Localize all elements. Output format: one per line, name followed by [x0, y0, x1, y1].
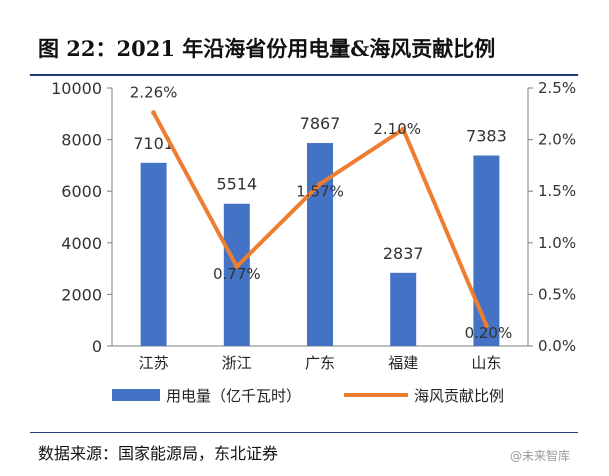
- y-left-tick-label: 2000: [61, 285, 102, 304]
- y-left-tick-label: 0: [92, 337, 102, 356]
- line-data-label: 0.77%: [213, 265, 261, 283]
- x-tick-label: 广东: [305, 354, 335, 372]
- x-tick-label: 福建: [388, 354, 418, 372]
- source-rule: [30, 432, 578, 433]
- y-left-tick-label: 8000: [61, 131, 102, 150]
- line-data-label: 1.57%: [296, 182, 344, 200]
- legend-label-line: 海风贡献比例: [414, 387, 504, 405]
- y-right-tick-label: 2.5%: [538, 79, 576, 97]
- bar: [473, 155, 500, 346]
- bar-data-label: 7383: [466, 127, 507, 146]
- line-point: [400, 126, 406, 132]
- line-point: [151, 110, 157, 116]
- bar-data-label: 2837: [383, 244, 424, 263]
- y-right-tick-label: 0.5%: [538, 285, 576, 303]
- bar-data-label: 5514: [216, 175, 257, 194]
- line-point: [483, 322, 489, 328]
- bar-data-label: 7101: [133, 134, 174, 153]
- line-point: [234, 264, 240, 270]
- y-right-tick-label: 0.0%: [538, 337, 576, 355]
- line-data-label: 2.26%: [130, 83, 178, 101]
- bar: [140, 162, 167, 346]
- figure-title: 图 22：2021 年沿海省份用电量&海风贡献比例: [38, 36, 496, 61]
- legend-label-bar: 用电量（亿千瓦时）: [166, 387, 301, 405]
- y-right-tick-label: 2.0%: [538, 131, 576, 149]
- y-right-tick-label: 1.5%: [538, 182, 576, 200]
- bar: [307, 143, 333, 346]
- legend-swatch-bar: [112, 389, 160, 401]
- x-tick-label: 山东: [471, 354, 501, 372]
- x-tick-label: 浙江: [222, 354, 252, 372]
- y-left-tick-label: 6000: [61, 182, 102, 201]
- y-left-tick-label: 10000: [51, 79, 102, 98]
- watermark: @未来智库: [510, 449, 571, 463]
- x-tick-label: 江苏: [139, 354, 169, 372]
- y-right-tick-label: 1.0%: [538, 234, 576, 252]
- title-rule: [30, 74, 578, 76]
- bar: [390, 272, 417, 346]
- y-left-tick-label: 4000: [61, 234, 102, 253]
- line-data-label: 0.20%: [465, 324, 513, 342]
- line-point: [317, 181, 323, 187]
- bar-data-label: 7867: [300, 114, 341, 133]
- line-data-label: 2.10%: [373, 120, 421, 138]
- source-note: 数据来源：国家能源局，东北证券: [38, 444, 279, 463]
- bar: [223, 203, 250, 346]
